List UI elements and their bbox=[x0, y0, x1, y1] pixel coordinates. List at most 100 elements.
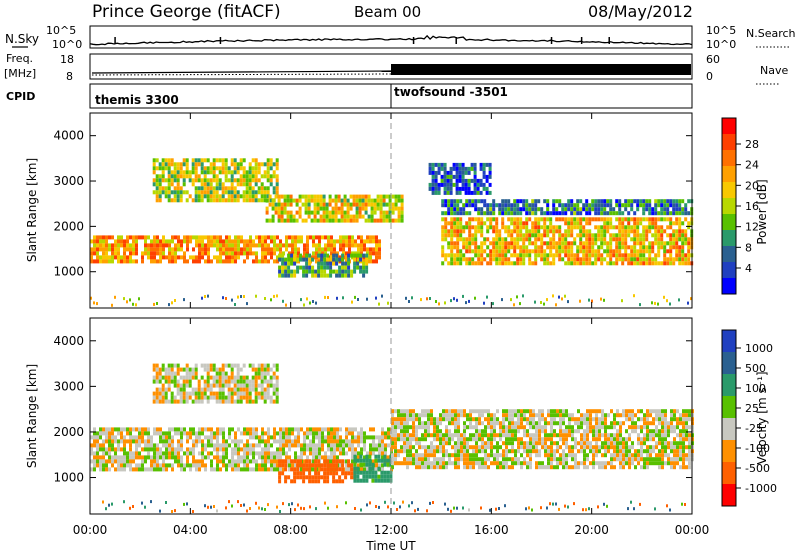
heatmap-cell bbox=[230, 363, 234, 368]
heatmap-cell bbox=[209, 391, 213, 396]
heatmap-cell bbox=[483, 211, 487, 216]
heatmap-cell bbox=[147, 255, 150, 260]
heatmap-cell bbox=[293, 257, 297, 262]
heatmap-cell bbox=[342, 235, 345, 240]
heatmap-cell bbox=[445, 425, 448, 430]
heatmap-cell bbox=[675, 233, 679, 238]
heatmap-cell bbox=[276, 463, 279, 468]
heatmap-cell bbox=[522, 294, 524, 298]
heatmap-cell bbox=[443, 182, 447, 187]
heatmap-cell bbox=[188, 395, 192, 400]
heatmap-cell bbox=[213, 443, 216, 448]
heatmap-cell bbox=[195, 439, 198, 444]
heatmap-cell bbox=[490, 445, 493, 450]
heatmap-cell bbox=[285, 443, 288, 448]
heatmap-cell bbox=[203, 391, 207, 396]
heatmap-cell bbox=[336, 251, 339, 256]
heatmap-cell bbox=[559, 453, 562, 458]
heatmap-cell bbox=[164, 379, 168, 384]
heatmap-cell bbox=[355, 194, 359, 199]
heatmap-cell bbox=[332, 471, 336, 476]
heatmap-cell bbox=[441, 233, 445, 238]
heatmap-cell bbox=[293, 475, 297, 480]
heatmap-cell bbox=[526, 449, 529, 454]
heatmap-cell bbox=[264, 451, 267, 456]
heatmap-cell bbox=[219, 447, 222, 452]
heatmap-cell bbox=[597, 225, 601, 230]
heatmap-cell bbox=[546, 257, 550, 262]
heatmap-cell bbox=[215, 371, 219, 376]
heatmap-cell bbox=[330, 435, 333, 440]
heatmap-cell bbox=[159, 447, 162, 452]
heatmap-cell bbox=[293, 269, 297, 274]
heatmap-cell bbox=[242, 391, 246, 396]
heatmap-cell bbox=[654, 211, 658, 216]
heatmap-cell bbox=[540, 211, 544, 216]
heatmap-cell bbox=[156, 239, 159, 244]
heatmap-cell bbox=[248, 399, 252, 404]
heatmap-cell bbox=[323, 459, 327, 464]
heatmap-cell bbox=[637, 457, 640, 462]
heatmap-cell bbox=[579, 217, 583, 222]
heatmap-cell bbox=[286, 214, 290, 219]
heatmap-cell bbox=[279, 431, 282, 436]
heatmap-cell bbox=[687, 221, 691, 226]
heatmap-cell bbox=[198, 459, 201, 464]
heatmap-cell bbox=[562, 409, 565, 414]
heatmap-cell bbox=[294, 451, 297, 456]
heatmap-cell bbox=[622, 409, 625, 414]
heatmap-cell bbox=[117, 459, 120, 464]
heatmap-cell bbox=[260, 190, 264, 195]
heatmap-cell bbox=[221, 170, 225, 175]
heatmap-cell bbox=[300, 451, 303, 456]
heatmap-cell bbox=[633, 294, 635, 298]
heatmap-cell bbox=[120, 467, 123, 472]
heatmap-cell bbox=[284, 467, 288, 472]
heatmap-cell bbox=[612, 249, 616, 254]
heatmap-cell bbox=[236, 170, 240, 175]
heatmap-cell bbox=[437, 162, 441, 167]
heatmap-cell bbox=[427, 413, 430, 418]
heatmap-cell bbox=[273, 431, 276, 436]
heatmap-cell bbox=[123, 259, 126, 264]
heatmap-cell bbox=[427, 457, 430, 462]
heatmap-cell bbox=[504, 207, 508, 212]
heatmap-cell bbox=[376, 218, 380, 223]
heatmap-cell bbox=[225, 439, 228, 444]
heatmap-cell bbox=[173, 194, 177, 199]
heatmap-cell bbox=[209, 367, 213, 372]
heatmap-cell bbox=[636, 241, 640, 246]
heatmap-cell bbox=[669, 257, 673, 262]
heatmap-cell bbox=[248, 379, 252, 384]
heatmap-cell bbox=[324, 439, 327, 444]
heatmap-cell bbox=[287, 273, 291, 278]
heatmap-cell bbox=[475, 417, 478, 422]
heatmap-cell bbox=[206, 190, 210, 195]
heatmap-cell bbox=[348, 467, 351, 472]
heatmap-cell bbox=[487, 433, 490, 438]
heatmap-cell bbox=[345, 467, 348, 472]
heatmap-cell bbox=[171, 467, 174, 472]
heatmap-cell bbox=[672, 245, 676, 250]
heatmap-cell bbox=[363, 435, 366, 440]
heatmap-cell bbox=[453, 229, 457, 234]
heatmap-cell bbox=[120, 459, 123, 464]
heatmap-cell bbox=[561, 233, 565, 238]
heatmap-cell bbox=[360, 247, 363, 252]
heatmap-cell bbox=[224, 170, 228, 175]
heatmap-cell bbox=[240, 295, 242, 298]
heatmap-cell bbox=[631, 457, 634, 462]
heatmap-cell bbox=[158, 198, 162, 203]
heatmap-cell bbox=[450, 261, 454, 266]
heatmap-cell bbox=[383, 462, 387, 467]
heatmap-cell bbox=[218, 367, 222, 372]
heatmap-cell bbox=[203, 379, 207, 384]
heatmap-cell bbox=[222, 251, 225, 256]
heatmap-cell bbox=[171, 427, 174, 432]
heatmap-cell bbox=[582, 241, 586, 246]
heatmap-cell bbox=[307, 198, 311, 203]
y-tick-label: 2000 bbox=[53, 219, 84, 233]
heatmap-cell bbox=[559, 437, 562, 442]
heatmap-cell bbox=[406, 453, 409, 458]
heatmap-cell bbox=[666, 199, 670, 204]
